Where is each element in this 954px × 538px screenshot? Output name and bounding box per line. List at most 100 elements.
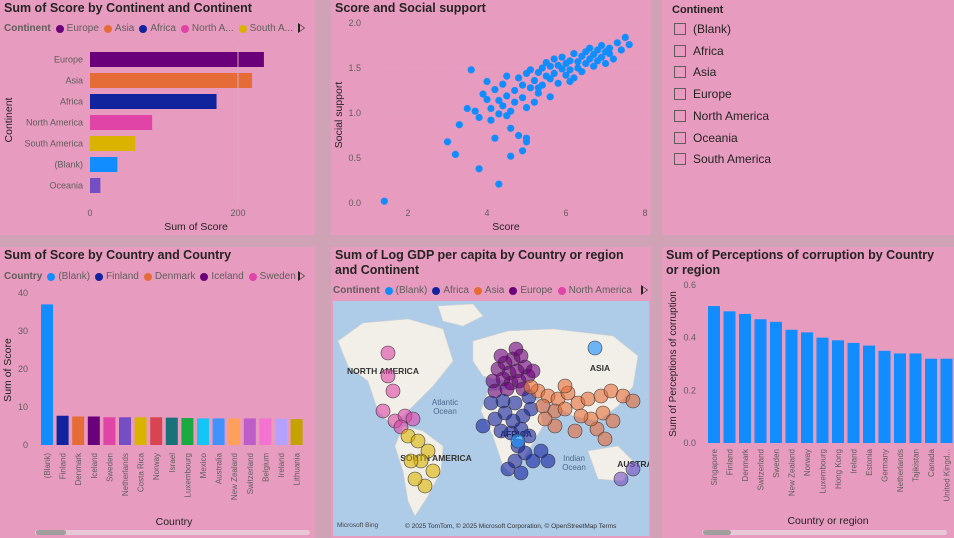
bar [119, 417, 131, 445]
horizontal-scrollbar[interactable] [35, 530, 310, 535]
checkbox-icon[interactable] [674, 153, 686, 166]
checkbox-icon[interactable] [674, 88, 686, 101]
scatter-point [546, 93, 554, 101]
continent-slicer-tile[interactable]: Continent (Blank) Africa Asia Europe North A… [662, 0, 954, 235]
x-tick-label: Ireland [850, 449, 859, 473]
play-axis-icon[interactable] [641, 285, 648, 295]
scatter-point [487, 104, 495, 113]
checkbox-icon[interactable] [674, 23, 686, 35]
scatter-point [550, 69, 558, 77]
continent-bar-chart: Europe Asia Africa North America South Ameri… [3, 45, 264, 233]
checkbox-icon[interactable] [674, 44, 686, 57]
scatter-point [586, 44, 594, 52]
slicer-item[interactable]: (Blank) [674, 22, 731, 36]
scatter-point [507, 152, 515, 160]
bar [212, 418, 225, 445]
bar [181, 418, 194, 445]
scatter-point [518, 94, 527, 102]
x-tick-label: Canada [927, 448, 936, 477]
legend-title: Continent [4, 23, 51, 34]
corruption-bar-title: Sum of Perceptions of corruption by Coun… [666, 248, 935, 277]
slicer-title: Continent [672, 4, 724, 16]
map-bubble [605, 413, 621, 429]
map-bubble [547, 418, 563, 434]
legend-item[interactable]: Asia [103, 23, 134, 34]
slicer-item[interactable]: Oceania [674, 131, 738, 145]
legend-dot-icon [103, 24, 112, 33]
legend-item[interactable]: Europe [55, 23, 99, 34]
bar [259, 418, 272, 445]
legend-title: Continent [333, 285, 380, 296]
corruption-bar-tile[interactable]: Sum of Perceptions of corruption by Coun… [662, 247, 954, 538]
y-tick-label: 30 [18, 326, 28, 336]
play-axis-icon[interactable] [298, 23, 305, 33]
scatter-point [511, 86, 519, 95]
country-bar-tile[interactable]: Sum of Score by Country and Country Coun… [0, 247, 315, 538]
legend-dot-icon [238, 24, 247, 33]
legend-item[interactable]: Sweden [248, 271, 296, 282]
slicer-item[interactable]: Europe [674, 87, 732, 101]
legend-item[interactable]: Africa [432, 285, 469, 296]
legend-item[interactable]: Iceland [200, 271, 244, 282]
legend-item[interactable]: (Blank) [384, 285, 427, 296]
checkbox-icon[interactable] [674, 131, 686, 144]
legend-label: Europe [520, 285, 553, 296]
map-tile[interactable]: Sum of Log GDP per capita by Country or … [331, 247, 651, 538]
slicer-item[interactable]: South America [674, 152, 771, 166]
scatter-point [487, 116, 495, 124]
checkbox-icon[interactable] [674, 66, 686, 79]
legend-title: Country [4, 271, 43, 282]
country-bar-chart: 0 10 20 30 40 (Blank) Finland Denmark Iceland Swe… [2, 288, 303, 528]
scatter-point [625, 41, 633, 49]
legend-item[interactable]: Finland [95, 271, 139, 282]
legend-item[interactable]: Asia [473, 285, 504, 296]
legend-label: North America [568, 285, 632, 296]
x-tick-label: Switzerland [757, 449, 766, 490]
legend-item[interactable]: North A... [180, 23, 234, 34]
map-bubble [557, 401, 573, 417]
scatter-point [511, 98, 519, 106]
map-bubble [613, 471, 629, 487]
legend-item[interactable]: Europe [509, 285, 553, 296]
bar [90, 94, 217, 109]
checkbox-icon[interactable] [674, 109, 686, 122]
horizontal-scrollbar[interactable] [702, 530, 947, 535]
x-tick-label: Netherlands [121, 453, 130, 496]
x-tick-label: Lithuania [293, 452, 302, 485]
map-bubble [417, 478, 433, 494]
scrollbar-thumb[interactable] [36, 530, 66, 535]
scatter-tile[interactable]: Score and Social support 0.0 0.5 1.0 1.5 2.0… [331, 0, 651, 235]
scatter-point [538, 64, 546, 72]
map-bubble [410, 433, 426, 449]
slicer-item[interactable]: North America [674, 109, 769, 123]
x-tick-label: (Blank) [43, 453, 52, 479]
continent-bar-title: Sum of Score by Continent and Continent [4, 1, 252, 15]
map-bubble [597, 431, 613, 447]
scatter-point [617, 46, 625, 54]
map-bubble [625, 461, 641, 477]
slicer-item[interactable]: Africa [674, 44, 724, 58]
legend-item[interactable]: Africa [139, 23, 176, 34]
x-tick-label: Belgium [261, 453, 270, 482]
x-tick-label: Luxembourg [819, 449, 828, 493]
legend-item[interactable]: Denmark [143, 271, 195, 282]
continent-bar-tile[interactable]: Sum of Score by Continent and Continent … [0, 0, 315, 235]
legend-item[interactable]: North America [557, 285, 632, 296]
play-axis-icon[interactable] [298, 271, 305, 281]
legend-label: Africa [150, 23, 176, 34]
y-tick-label: 10 [18, 402, 28, 412]
legend-dot-icon [47, 272, 56, 281]
scatter-point [609, 55, 617, 63]
scatter-point [467, 66, 475, 74]
legend-item[interactable]: (Blank) [47, 271, 90, 282]
scatter-point [546, 75, 554, 83]
category-label: Asia [65, 76, 83, 86]
scatter-point [491, 134, 499, 142]
y-tick-label: 0.2 [683, 385, 696, 395]
bar [785, 329, 798, 443]
scrollbar-thumb[interactable] [703, 530, 731, 535]
scatter-point [443, 138, 452, 146]
slicer-item[interactable]: Asia [674, 65, 716, 79]
legend-item[interactable]: South A... [238, 23, 293, 34]
